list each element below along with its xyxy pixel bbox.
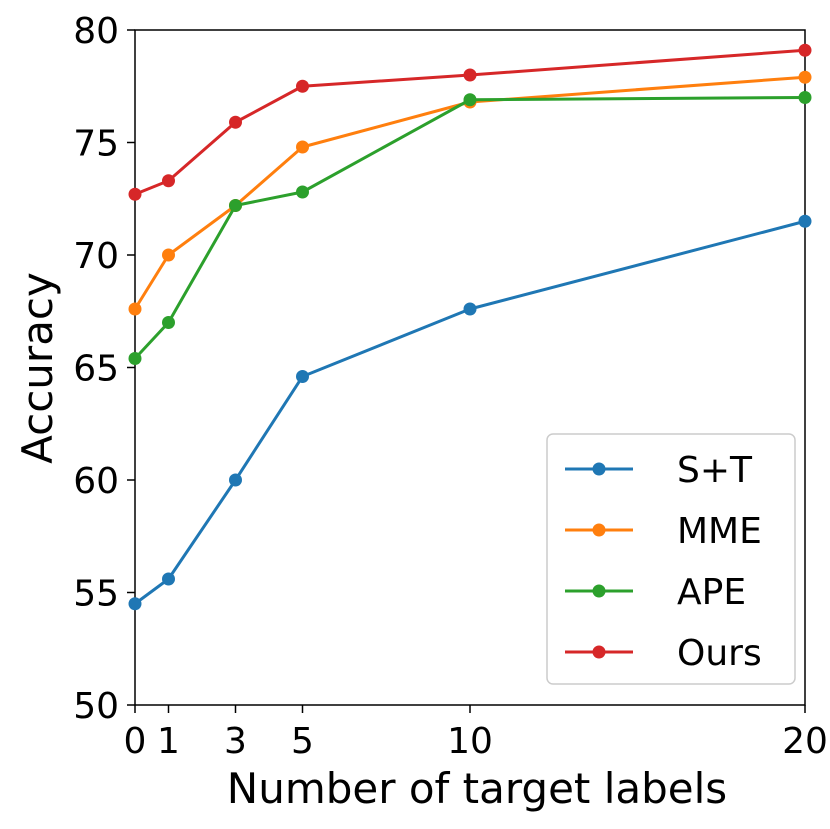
data-point <box>463 302 477 316</box>
y-tick-label: 70 <box>73 236 119 277</box>
legend-label: MME <box>677 511 762 552</box>
series-line <box>133 96 806 360</box>
data-point <box>128 187 142 201</box>
y-tick-label: 60 <box>73 461 119 502</box>
data-point <box>162 248 175 262</box>
data-point <box>798 91 812 104</box>
series-s-t <box>128 214 812 611</box>
legend-item: APE <box>565 572 746 613</box>
series-line <box>133 75 806 310</box>
data-point <box>128 352 142 365</box>
data-point <box>229 473 242 487</box>
data-point <box>229 199 242 212</box>
legend-marker <box>592 523 606 537</box>
legend-label: S+T <box>677 450 753 491</box>
legend-item: Ours <box>565 633 762 674</box>
y-tick-label: 65 <box>73 349 119 390</box>
data-point <box>296 185 309 199</box>
series-ours <box>128 43 812 201</box>
series-line <box>134 219 806 605</box>
x-axis: 0 1 3 5 10 20 <box>124 705 828 762</box>
x-tick-label: 10 <box>447 721 493 762</box>
data-point <box>798 214 812 228</box>
data-point <box>798 70 812 84</box>
y-tick-label: 80 <box>73 11 119 52</box>
legend: S+T MME APE Ours <box>546 433 796 685</box>
y-tick-label: 55 <box>73 574 119 615</box>
y-axis: 50 55 60 65 70 75 80 <box>73 11 135 727</box>
y-tick-label: 50 <box>73 686 119 727</box>
data-point <box>162 174 175 188</box>
data-point <box>296 79 309 93</box>
data-point <box>162 316 175 329</box>
data-point <box>798 43 812 57</box>
data-point <box>296 140 309 154</box>
legend-marker <box>592 462 606 476</box>
legend-item: MME <box>565 511 762 552</box>
x-tick-label: 1 <box>157 721 180 762</box>
x-tick-label: 0 <box>124 721 147 762</box>
series-mme <box>128 70 812 316</box>
data-point <box>463 68 477 82</box>
series-ape <box>128 91 812 365</box>
x-tick-label: 20 <box>782 721 828 762</box>
x-tick-label: 3 <box>224 721 247 762</box>
legend-marker <box>592 584 606 598</box>
data-point <box>128 302 142 316</box>
legend-marker <box>592 645 606 659</box>
data-point <box>162 572 175 586</box>
data-point <box>296 370 309 383</box>
data-point <box>229 115 242 129</box>
x-axis-label: Number of target labels <box>227 764 727 813</box>
y-tick-label: 75 <box>73 124 119 165</box>
y-axis-label: Accuracy <box>13 272 62 464</box>
legend-item: S+T <box>565 450 753 491</box>
legend-label: APE <box>677 572 746 613</box>
series-layer <box>128 43 812 611</box>
x-tick-label: 5 <box>291 721 314 762</box>
legend-box <box>546 433 796 685</box>
data-point <box>128 597 142 611</box>
data-point <box>463 93 477 107</box>
legend-label: Ours <box>677 633 762 674</box>
